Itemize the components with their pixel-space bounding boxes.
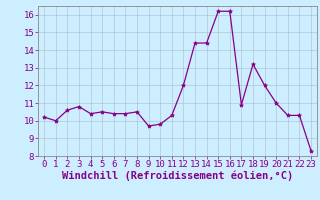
X-axis label: Windchill (Refroidissement éolien,°C): Windchill (Refroidissement éolien,°C): [62, 171, 293, 181]
